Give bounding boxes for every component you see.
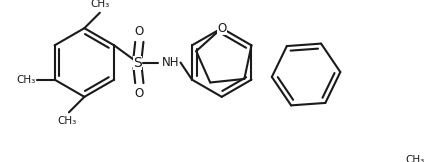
Text: CH₃: CH₃ (58, 116, 77, 126)
Text: S: S (133, 56, 142, 69)
Text: NH: NH (162, 56, 179, 69)
Text: O: O (135, 87, 144, 99)
Text: O: O (135, 25, 144, 38)
Text: CH₃: CH₃ (405, 155, 425, 162)
Text: O: O (217, 22, 226, 35)
Text: CH₃: CH₃ (90, 0, 110, 9)
Text: CH₃: CH₃ (17, 75, 36, 85)
